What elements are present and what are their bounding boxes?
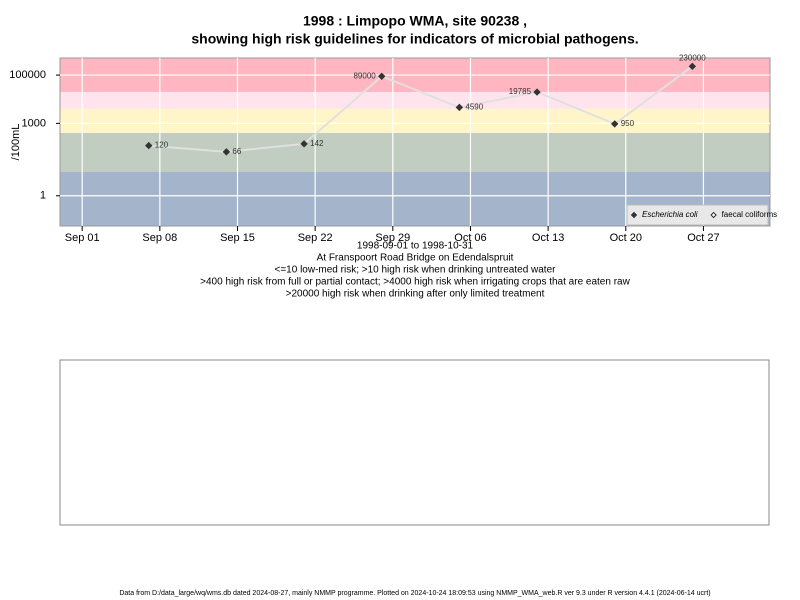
data-label: 142: [310, 139, 324, 148]
legend-box: [626, 204, 769, 226]
x-tick-label: Oct 20: [610, 232, 642, 244]
x-tick-label: Sep 29: [375, 232, 410, 244]
data-point: [610, 120, 619, 128]
plot-area: 1 1000 100000 Sep 01 Sep 08 Sep 15 Sep 22 Sep 2…: [9, 53, 777, 299]
legend-marker: [710, 211, 717, 219]
legend-marker: [630, 211, 638, 219]
data-label: 66: [232, 147, 241, 156]
data-point: [222, 148, 231, 156]
x-axis-label: >20000 high risk when drinking after onl…: [286, 289, 545, 300]
x-tick-label: Sep 08: [142, 232, 177, 244]
data-point: [455, 103, 464, 112]
data-label: 120: [155, 141, 169, 150]
data-point: [688, 62, 697, 71]
data-point: [533, 88, 541, 96]
series-line: [148, 65, 693, 153]
data-label: 950: [621, 119, 635, 128]
x-tick-label: Sep 01: [65, 232, 100, 244]
data-label: 230000: [679, 53, 706, 62]
legend-label: faecal coliforms: [722, 210, 778, 219]
y-tick-label: 1000: [22, 117, 46, 129]
y-axis-label: /100mL: [10, 124, 22, 161]
chart-subtitle: showing high risk guidelines for indicat…: [191, 31, 638, 47]
data-point: [145, 141, 153, 150]
legend-label: Escherichia coli: [642, 210, 698, 219]
x-axis-label: At Franspoort Road Bridge on Edendalspru…: [317, 253, 514, 264]
plot-frame: [59, 57, 771, 227]
x-tick-label: Sep 15: [220, 232, 255, 244]
data-label: 89000: [353, 71, 376, 80]
data-label: 4590: [465, 102, 483, 111]
empty-panel: [59, 359, 770, 526]
y-tick-label: 1: [40, 190, 46, 202]
x-tick-label: Oct 27: [687, 232, 719, 244]
data-label: 19785: [509, 87, 532, 96]
x-tick-label: Sep 22: [298, 232, 333, 244]
risk-band: [60, 108, 770, 133]
x-tick-label: Oct 06: [454, 232, 486, 244]
risk-band: [60, 91, 770, 109]
data-point: [378, 72, 386, 81]
footer: Data from D:/data_large/wq/wms.db dated …: [119, 590, 710, 597]
chart-title: 1998 : Limpopo WMA, site 90238 ,: [303, 13, 527, 29]
x-tick-label: Oct 13: [532, 232, 564, 244]
risk-band: [60, 132, 770, 172]
data-point: [300, 140, 308, 148]
x-axis-label: <=10 low-med risk; >10 high risk when dr…: [275, 265, 557, 276]
y-tick-label: 100000: [9, 69, 46, 81]
x-axis-label: >400 high risk from full or partial cont…: [200, 277, 630, 288]
x-axis-label: 1998-09-01 to 1998-10-31: [357, 241, 474, 252]
